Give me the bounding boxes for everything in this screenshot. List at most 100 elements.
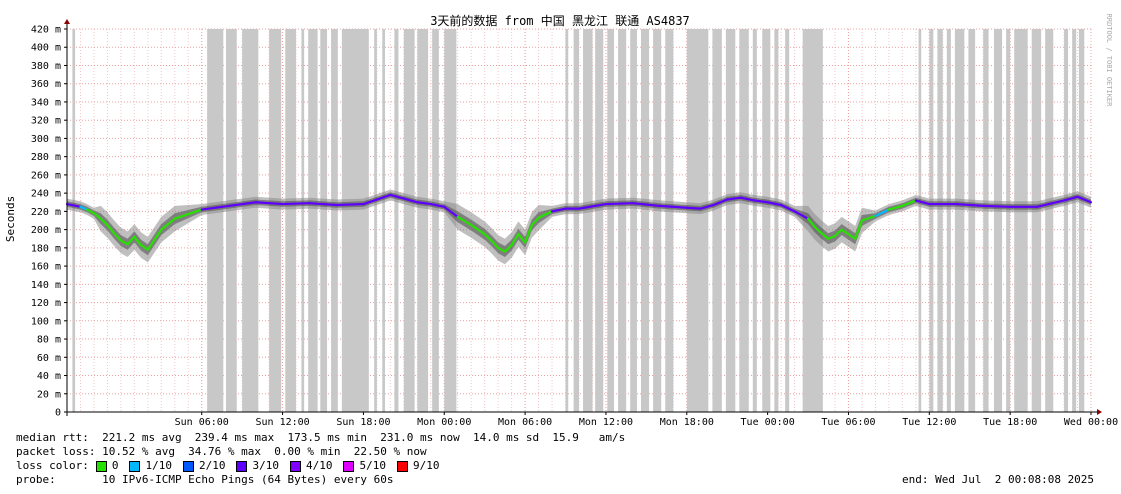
y-tick-label: 240 m (31, 189, 61, 200)
y-tick-label: 20 m (37, 389, 61, 400)
rtt-median-segment (99, 217, 109, 227)
y-tick-label: 220 m (31, 207, 61, 218)
packet-loss-band (618, 29, 627, 412)
packet-loss-band (653, 29, 662, 412)
y-tick-label: 200 m (31, 225, 61, 236)
rtt-median-segment (860, 214, 877, 222)
packet-loss-band (242, 29, 259, 412)
loss-color-label: loss color: (16, 459, 89, 472)
rtt-median-segment (126, 235, 136, 246)
rtt-median-segment (955, 202, 985, 208)
rtt-median-segment (813, 225, 823, 235)
x-axis-arrow (1097, 409, 1102, 415)
y-tick-label: 180 m (31, 243, 61, 254)
x-tick-label: Mon 12:00 (579, 417, 633, 428)
rtt-median-segment (840, 228, 850, 236)
x-tick-label: Sun 18:00 (336, 417, 390, 428)
packet-loss-band (331, 29, 338, 412)
rtt-median-segment (658, 204, 688, 209)
probe-row: probe: 10 IPv6-ICMP Echo Pings (64 Bytes… (16, 473, 394, 486)
loss-swatch-5 (343, 460, 355, 472)
rtt-median-segment (537, 210, 554, 219)
rtt-median-segment (503, 244, 513, 253)
packet-loss-band (739, 29, 749, 412)
y-tick-label: 360 m (31, 79, 61, 90)
packet-loss-band (1064, 29, 1069, 412)
rtt-median-segment (456, 215, 473, 227)
packet-loss-band (712, 29, 722, 412)
rrdtool-watermark: RRDTOOL / TOBI OETIKER (1105, 14, 1113, 108)
rtt-median-segment (160, 217, 176, 231)
rtt-median-segment (753, 199, 769, 204)
y-tick-label: 280 m (31, 152, 61, 163)
rtt-median-segment (854, 219, 864, 240)
rtt-median-segment (1036, 199, 1066, 208)
y-tick-label: 320 m (31, 116, 61, 127)
y-tick-label: 420 m (31, 25, 61, 36)
rtt-median-segment (119, 239, 129, 246)
packet-loss-band (630, 29, 637, 412)
loss-swatch-3 (236, 460, 248, 472)
packet-loss-band (918, 29, 922, 412)
rtt-median-segment (79, 205, 89, 211)
rtt-median-segment (820, 232, 830, 240)
packet-loss-band (269, 29, 282, 412)
rtt-median-segment (443, 205, 459, 218)
rtt-median-segment (416, 201, 432, 206)
rtt-median-segment (483, 233, 493, 242)
x-tick-label: Mon 06:00 (498, 417, 552, 428)
packet-loss-band (983, 29, 989, 412)
rtt-median-segment (1076, 195, 1093, 204)
rtt-median-segment (389, 193, 405, 200)
y-tick-label: 140 m (31, 280, 61, 291)
x-tick-label: Tue 06:00 (821, 417, 875, 428)
rtt-median-segment (402, 197, 419, 204)
rtt-median-segment (490, 239, 500, 249)
packet-loss-band (341, 29, 369, 412)
rtt-median-segment (726, 196, 742, 201)
y-tick-label: 380 m (31, 61, 61, 72)
x-tick-labels: Sun 06:00 Sun 12:00 Sun 18:00 Mon 00:00 Mon … (175, 417, 1118, 428)
packet-loss-band (285, 29, 297, 412)
packet-loss-band (993, 29, 1003, 412)
packet-loss-band (1014, 29, 1028, 412)
packet-loss-band (937, 29, 943, 412)
rtt-median-segment (146, 228, 163, 251)
rtt-median-segment (793, 210, 810, 220)
packet-loss-band (954, 29, 965, 412)
end-time: end: Wed Jul 2 00:08:08 2025 (902, 473, 1095, 486)
packet-loss-band (607, 29, 615, 412)
rtt-median-segment (604, 202, 634, 206)
rtt-median-segment (362, 198, 378, 206)
rtt-median-segment (827, 234, 837, 240)
packet-loss-band (225, 29, 237, 412)
median-rtt-row: median rtt: 221.2 ms avg 239.4 ms max 17… (16, 431, 626, 444)
packet-loss-band (207, 29, 224, 412)
loss-color-row: loss color: 0 1/10 2/10 3/10 4/10 5/10 9… (16, 459, 625, 473)
packet-loss-band (968, 29, 976, 412)
packet-loss-band (320, 29, 328, 412)
rtt-median-segment (712, 198, 729, 207)
rtt-median-segment (510, 233, 520, 247)
loss-swatch-2 (182, 460, 194, 472)
y-tick-labels: 0 20 m 40 m 60 m 80 m 100 m 120 m 140 m 160 m 180… (31, 25, 61, 419)
rtt-median-segment (86, 208, 96, 215)
y-tick-label: 40 m (37, 371, 61, 382)
x-tick-label: Sun 06:00 (175, 417, 229, 428)
rtt-median-segment (739, 196, 756, 202)
packet-loss-band (1031, 29, 1042, 412)
packet-loss-band (573, 29, 579, 412)
packet-loss-band (417, 29, 429, 412)
y-tick-label: 0 (55, 408, 61, 419)
rtt-median-segment (173, 208, 203, 220)
packet-loss-band (565, 29, 569, 412)
loss-swatch-6 (396, 460, 408, 472)
packet-loss-band (444, 29, 457, 412)
packet-loss-band (665, 29, 674, 412)
y-tick-label: 300 m (31, 134, 61, 145)
packet-loss-band (1078, 29, 1085, 412)
packet-loss-band (1006, 29, 1011, 412)
latency-chart: 3天前的数据 from 中国 黑龙江 联通 AS4837 Seconds RRD… (4, 13, 1118, 428)
loss-label-3: 3/10 (252, 459, 279, 472)
rtt-median-segment (833, 228, 843, 238)
